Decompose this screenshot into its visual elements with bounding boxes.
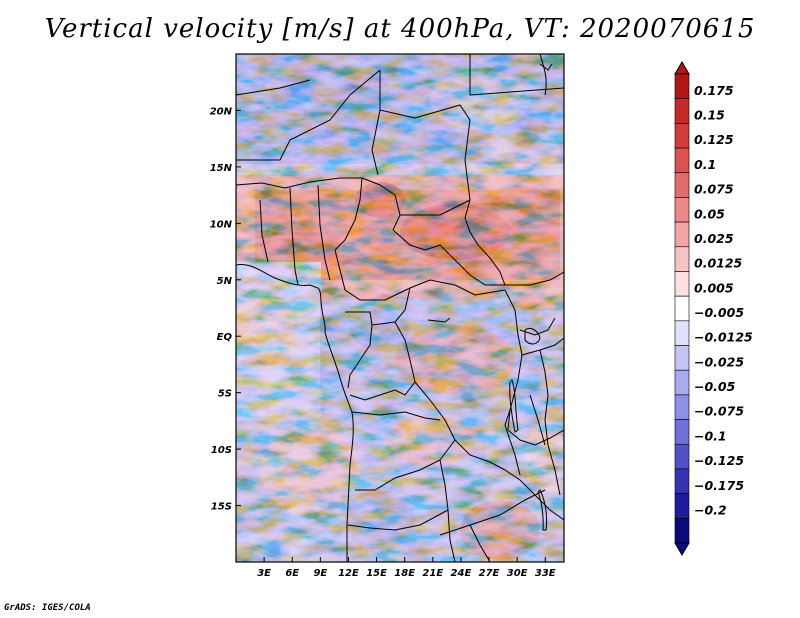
colorbar-swatch — [674, 493, 690, 519]
colorbar: 0.175 0.15 0.125 0.1 0.075 0.05 0.025 0.0125 0.0… — [674, 61, 753, 556]
colorbar-swatch — [674, 197, 690, 223]
y-tick-label: 5S — [218, 389, 232, 400]
colorbar-swatch — [674, 419, 690, 445]
colorbar-label: −0.075 — [694, 404, 744, 419]
colorbar-swatch — [674, 221, 690, 248]
y-tick-label: 10S — [211, 445, 232, 456]
y-tick-label: 5N — [217, 276, 233, 287]
colorbar-label: 0.05 — [694, 206, 725, 221]
chart-title: Vertical velocity [m/s] at 400hPa, VT: 2… — [44, 14, 756, 44]
x-tick-label: 24E — [451, 568, 472, 579]
colorbar-label: 0.15 — [694, 108, 725, 123]
colorbar-swatch — [674, 443, 690, 470]
colorbar-label: −0.1 — [694, 428, 727, 443]
y-tick-label: 15S — [211, 502, 232, 513]
colorbar-swatch — [674, 73, 690, 99]
x-tick-label: 18E — [394, 568, 415, 579]
colorbar-label: −0.175 — [694, 478, 744, 493]
colorbar-swatch — [674, 394, 690, 420]
colorbar-swatch — [674, 518, 690, 544]
y-tick-label: EQ — [217, 332, 233, 343]
colorbar-swatch — [674, 147, 690, 174]
colorbar-label: 0.0125 — [694, 256, 743, 271]
y-tick-label: 15N — [210, 163, 233, 174]
x-axis: 3E 6E 9E 12E 15E 18E 21E 24E 27E 30E 33E — [257, 557, 556, 579]
x-tick-label: 21E — [422, 568, 443, 579]
colorbar-label: −0.125 — [694, 453, 744, 468]
colorbar-max-arrow — [674, 61, 690, 75]
colorbar-swatch — [674, 98, 690, 124]
colorbar-label: −0.025 — [694, 354, 744, 369]
colorbar-swatch — [674, 345, 690, 371]
colorbar-label: 0.005 — [694, 280, 734, 295]
colorbar-swatch — [674, 271, 690, 297]
colorbar-label: 0.075 — [694, 182, 734, 197]
colorbar-swatch — [674, 468, 690, 494]
x-tick-label: 27E — [479, 568, 500, 579]
colorbar-swatch — [674, 123, 690, 149]
colorbar-label: −0.005 — [694, 305, 744, 320]
x-tick-label: 9E — [313, 568, 327, 579]
country-borders — [236, 54, 564, 562]
x-tick-label: 15E — [366, 568, 387, 579]
colorbar-min-arrow — [674, 542, 690, 556]
plot-frame — [235, 53, 565, 563]
colorbar-swatch — [674, 295, 690, 322]
colorbar-swatch — [674, 369, 690, 396]
colorbar-label: 0.125 — [694, 132, 734, 147]
x-tick-label: 6E — [285, 568, 299, 579]
grads-credit: GrADS: IGES/COLA — [4, 603, 91, 613]
colorbar-label: −0.05 — [694, 379, 736, 394]
colorbar-swatch — [674, 320, 690, 346]
colorbar-label: 0.025 — [694, 231, 734, 246]
x-tick-label: 3E — [257, 568, 271, 579]
x-tick-label: 33E — [535, 568, 556, 579]
y-tick-label: 20N — [210, 106, 233, 117]
colorbar-label: −0.0125 — [694, 330, 753, 345]
x-tick-label: 30E — [507, 568, 528, 579]
x-tick-label: 12E — [338, 568, 359, 579]
colorbar-label: −0.2 — [694, 502, 727, 517]
y-axis: 20N 15N 10N 5N EQ 5S 10S 15S — [210, 106, 241, 513]
colorbar-swatch — [674, 246, 690, 272]
colorbar-label: 0.1 — [694, 157, 716, 172]
velocity-field — [236, 54, 564, 562]
colorbar-label: 0.175 — [694, 83, 734, 98]
y-tick-label: 10N — [210, 219, 233, 230]
colorbar-swatch — [674, 172, 690, 198]
